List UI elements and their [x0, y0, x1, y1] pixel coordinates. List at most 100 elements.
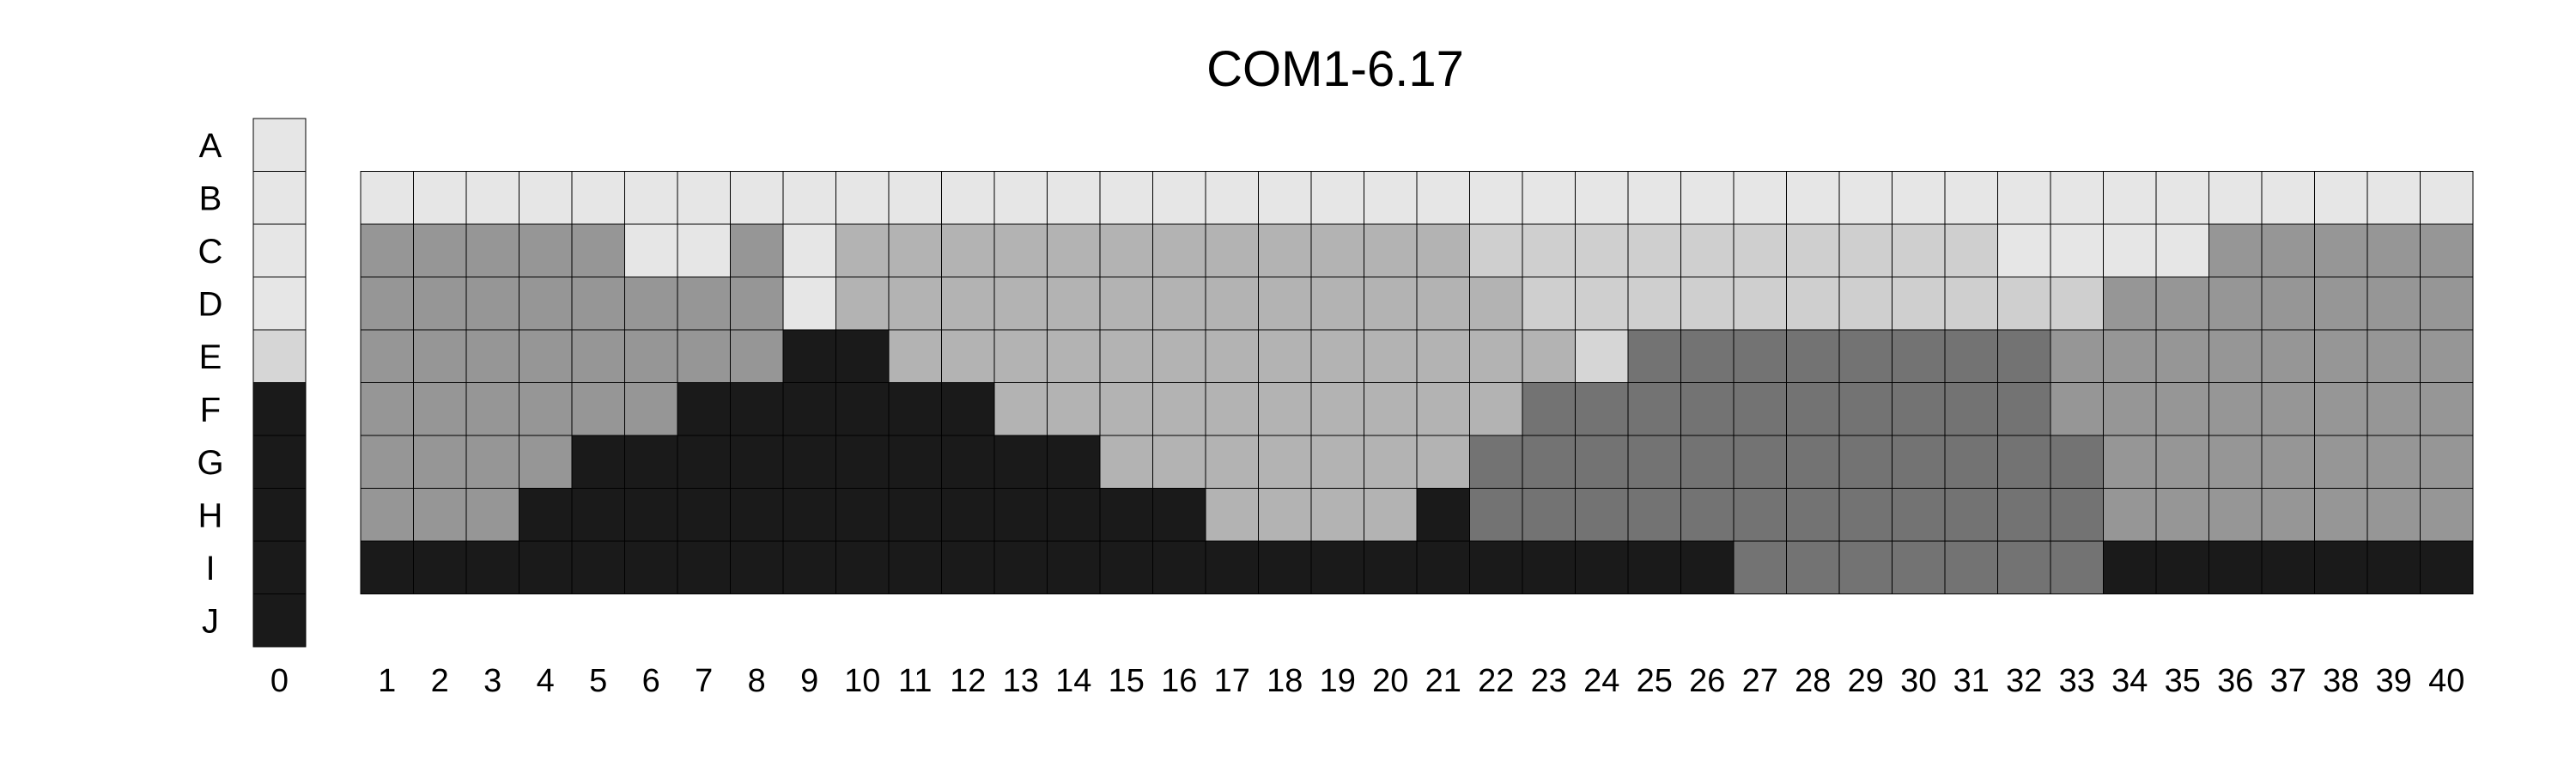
cell-E-22	[1469, 329, 1523, 383]
cell-C-27	[1733, 223, 1787, 277]
cell-D-36	[2208, 277, 2263, 331]
column-label-24: 24	[1583, 663, 1619, 699]
cell-B-15	[1099, 171, 1153, 225]
column-labels: 0 1 2 3 4 5 6 7 8 9 10 11 12 13 14 15 16 17 18 19 20 21 22 23 24…	[270, 663, 2464, 699]
cell-I-36	[2208, 540, 2263, 594]
cell-C-34	[2103, 223, 2157, 277]
cell-G-1	[360, 435, 414, 489]
cell-D-2	[413, 277, 467, 331]
cell-D-15	[1099, 277, 1153, 331]
reference-cell-I	[252, 540, 307, 594]
cell-C-9	[782, 223, 836, 277]
cell-B-25	[1627, 171, 1681, 225]
cell-F-4	[519, 382, 573, 436]
cell-E-7	[677, 329, 731, 383]
cell-H-28	[1786, 488, 1840, 542]
cell-C-25	[1627, 223, 1681, 277]
cell-E-1	[360, 329, 414, 383]
cell-I-30	[1892, 540, 1946, 594]
cell-B-39	[2366, 171, 2421, 225]
cell-F-6	[624, 382, 678, 436]
column-label-26: 26	[1689, 663, 1725, 699]
cell-G-25	[1627, 435, 1681, 489]
cell-E-29	[1838, 329, 1893, 383]
cell-F-38	[2314, 382, 2368, 436]
cell-H-38	[2314, 488, 2368, 542]
cell-I-33	[2050, 540, 2104, 594]
cell-C-16	[1152, 223, 1206, 277]
cell-G-21	[1416, 435, 1470, 489]
cell-F-22	[1469, 382, 1523, 436]
cell-F-21	[1416, 382, 1470, 436]
cell-E-30	[1892, 329, 1946, 383]
cell-I-25	[1627, 540, 1681, 594]
cell-I-11	[888, 540, 942, 594]
cell-H-15	[1099, 488, 1153, 542]
cell-G-27	[1733, 435, 1787, 489]
cell-G-26	[1680, 435, 1735, 489]
column-label-9: 9	[800, 663, 818, 699]
cell-F-2	[413, 382, 467, 436]
cell-C-24	[1575, 223, 1629, 277]
cell-I-4	[519, 540, 573, 594]
cell-D-16	[1152, 277, 1206, 331]
cell-I-1	[360, 540, 414, 594]
cell-G-3	[465, 435, 519, 489]
cell-H-13	[993, 488, 1048, 542]
cell-B-29	[1838, 171, 1893, 225]
cell-H-32	[1997, 488, 2051, 542]
cell-B-17	[1205, 171, 1259, 225]
row-label-G: G	[197, 444, 223, 482]
column-label-33: 33	[2059, 663, 2095, 699]
column-label-5: 5	[589, 663, 607, 699]
cell-F-10	[835, 382, 890, 436]
cell-H-29	[1838, 488, 1893, 542]
cell-D-26	[1680, 277, 1735, 331]
cell-E-18	[1258, 329, 1312, 383]
cell-C-19	[1310, 223, 1364, 277]
cell-H-22	[1469, 488, 1523, 542]
cell-E-37	[2261, 329, 2315, 383]
row-label-A: A	[199, 127, 222, 165]
cell-C-13	[993, 223, 1048, 277]
cell-B-23	[1522, 171, 1576, 225]
cell-H-39	[2366, 488, 2421, 542]
cell-D-19	[1310, 277, 1364, 331]
reference-cell-F	[252, 382, 307, 436]
cell-C-33	[2050, 223, 2104, 277]
cell-I-23	[1522, 540, 1576, 594]
column-label-23: 23	[1531, 663, 1567, 699]
cell-C-29	[1838, 223, 1893, 277]
cell-B-2	[413, 171, 467, 225]
column-label-38: 38	[2323, 663, 2359, 699]
cell-H-11	[888, 488, 942, 542]
cell-C-38	[2314, 223, 2368, 277]
cell-E-33	[2050, 329, 2104, 383]
cell-F-15	[1099, 382, 1153, 436]
cell-F-29	[1838, 382, 1893, 436]
cell-D-1	[360, 277, 414, 331]
cell-E-8	[730, 329, 784, 383]
cell-G-37	[2261, 435, 2315, 489]
cell-D-14	[1047, 277, 1101, 331]
cell-I-6	[624, 540, 678, 594]
cell-D-28	[1786, 277, 1840, 331]
cell-F-8	[730, 382, 784, 436]
cell-H-18	[1258, 488, 1312, 542]
cell-F-37	[2261, 382, 2315, 436]
cell-B-22	[1469, 171, 1523, 225]
cell-D-24	[1575, 277, 1629, 331]
cell-D-17	[1205, 277, 1259, 331]
cell-I-2	[413, 540, 467, 594]
cell-B-13	[993, 171, 1048, 225]
cell-C-35	[2155, 223, 2209, 277]
cell-I-39	[2366, 540, 2421, 594]
cell-B-9	[782, 171, 836, 225]
cell-D-6	[624, 277, 678, 331]
cell-D-31	[1944, 277, 1998, 331]
cell-I-37	[2261, 540, 2315, 594]
column-label-29: 29	[1848, 663, 1884, 699]
cell-E-25	[1627, 329, 1681, 383]
column-label-37: 37	[2270, 663, 2306, 699]
cell-D-9	[782, 277, 836, 331]
